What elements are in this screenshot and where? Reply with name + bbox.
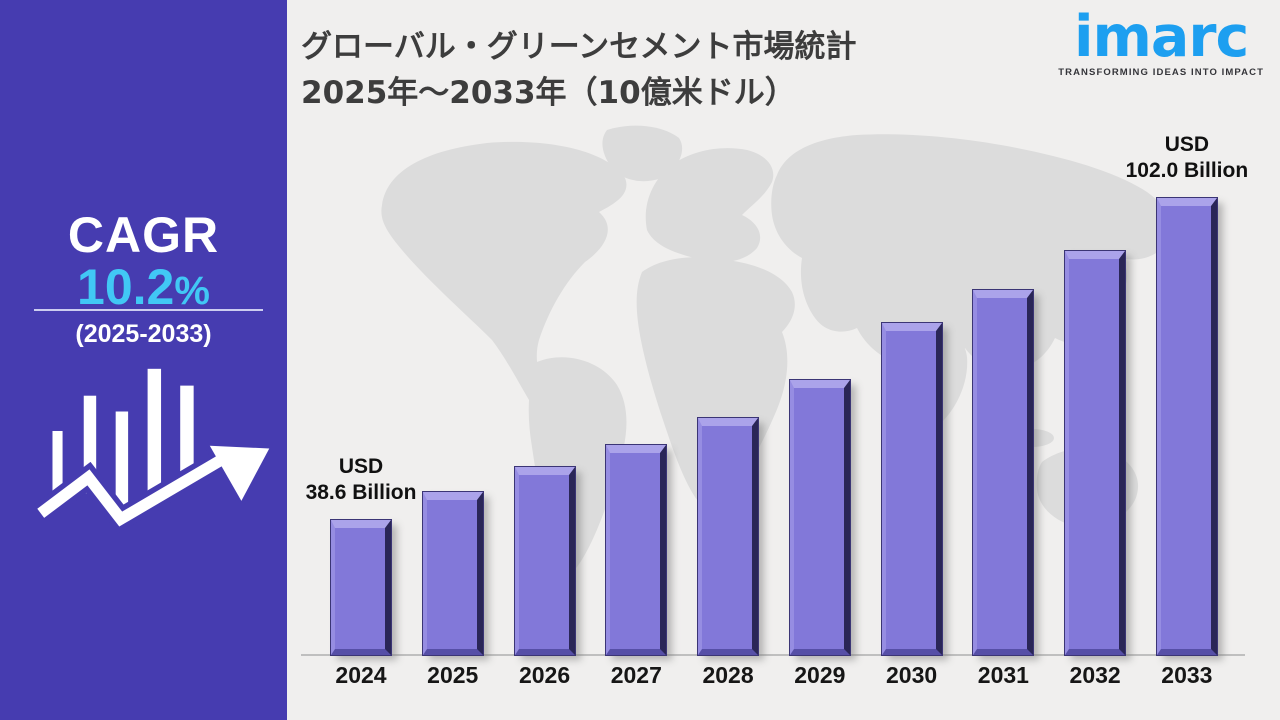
bar-2030 bbox=[880, 322, 943, 656]
bar-column-2031: 2031 bbox=[972, 125, 1035, 688]
bar-column-2024: USD 38.6 Billion 2024 bbox=[306, 125, 417, 688]
bar-2028 bbox=[697, 417, 760, 656]
x-tick-label-2032: 2032 bbox=[1069, 662, 1121, 688]
cagr-period: (2025-2033) bbox=[75, 320, 212, 348]
x-tick-label-2024: 2024 bbox=[335, 662, 387, 688]
cagr-divider bbox=[34, 309, 263, 311]
bar-2033 bbox=[1155, 197, 1218, 656]
bar-2024 bbox=[330, 519, 392, 656]
imarc-wordmark: imarc bbox=[1073, 4, 1249, 70]
bar-2029 bbox=[788, 379, 851, 656]
value-callout-2033: USD 102.0 Billion bbox=[1125, 133, 1249, 182]
cagr-value: 10.2% bbox=[77, 259, 210, 315]
bar-column-2027: 2027 bbox=[605, 125, 668, 688]
bar-column-2025: 2025 bbox=[421, 125, 484, 688]
bar-column-2030: 2030 bbox=[880, 125, 943, 688]
value-callout-2024: USD 38.6 Billion bbox=[305, 455, 417, 504]
cagr-label: CAGR bbox=[67, 207, 220, 263]
chart-title-line1: グローバル・グリーンセメント市場統計 bbox=[301, 29, 857, 65]
chart-area: グローバル・グリーンセメント市場統計 2025年～2033年（10億米ドル） i… bbox=[287, 0, 1280, 720]
x-tick-label-2030: 2030 bbox=[886, 662, 938, 688]
bar-2031 bbox=[972, 289, 1035, 656]
x-axis-line bbox=[301, 654, 1245, 656]
bar-2032 bbox=[1064, 250, 1127, 656]
percent-sign: % bbox=[174, 269, 210, 313]
chart-title-line2: 2025年～2033年（10億米ドル） bbox=[301, 75, 796, 111]
bar-column-2032: 2032 bbox=[1064, 125, 1127, 688]
bar-2025 bbox=[421, 491, 484, 656]
bar-2026 bbox=[513, 466, 576, 656]
bar-column-2029: 2029 bbox=[788, 125, 851, 688]
imarc-tagline: TRANSFORMING IDEAS INTO IMPACT bbox=[1058, 67, 1264, 78]
x-tick-label-2027: 2027 bbox=[610, 662, 662, 688]
x-tick-label-2029: 2029 bbox=[794, 662, 846, 688]
bar-column-2026: 2026 bbox=[513, 125, 576, 688]
x-tick-label-2028: 2028 bbox=[702, 662, 754, 688]
x-tick-label-2033: 2033 bbox=[1161, 662, 1213, 688]
imarc-logo: imarc TRANSFORMING IDEAS INTO IMPACT bbox=[1058, 8, 1264, 78]
chart-title: グローバル・グリーンセメント市場統計 2025年～2033年（10億米ドル） bbox=[301, 24, 857, 116]
x-tick-label-2026: 2026 bbox=[518, 662, 571, 688]
bar-column-2028: 2028 bbox=[697, 125, 760, 688]
bar-2027 bbox=[605, 444, 668, 656]
cagr-sidebar: CAGR 10.2% (2025-2033) bbox=[0, 0, 287, 720]
bar-column-2033: USD 102.0 Billion 2033 bbox=[1126, 125, 1249, 688]
x-tick-label-2025: 2025 bbox=[427, 662, 479, 688]
x-tick-label-2031: 2031 bbox=[977, 662, 1029, 688]
bars-container: USD 38.6 Billion 2024 2025 2026 2027 2028 2029 2… bbox=[306, 125, 1249, 688]
growth-arrow-icon bbox=[34, 368, 275, 534]
